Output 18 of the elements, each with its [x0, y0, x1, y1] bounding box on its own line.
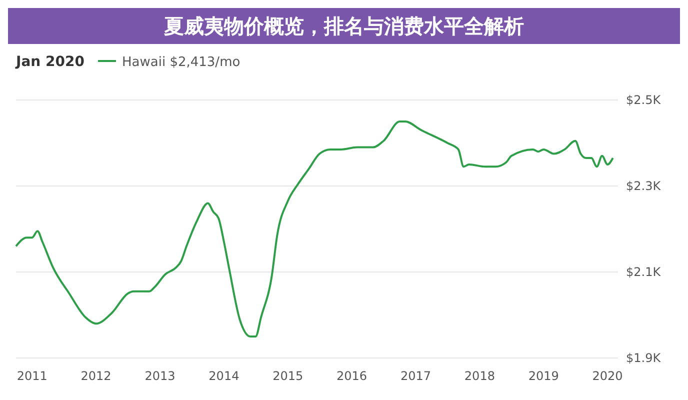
x-tick-label: 2018	[464, 369, 495, 383]
x-tick-label: 2015	[272, 369, 304, 383]
line-series	[15, 120, 614, 338]
x-tick-label: 2014	[208, 369, 240, 383]
x-tick-label: 2019	[528, 369, 559, 383]
x-tick-label: 2020	[592, 369, 623, 383]
x-tick-label: 2016	[336, 369, 368, 383]
x-tick-label: 2011	[16, 369, 48, 383]
x-tick-label: 2017	[400, 369, 432, 383]
y-tick-label: $2.3K	[626, 179, 662, 194]
y-tick-label: $1.9K	[626, 351, 662, 366]
y-tick-label: $2.1K	[626, 265, 662, 280]
x-tick-label: 2013	[144, 369, 176, 383]
chart-title: 夏威夷物价概览，排名与消费水平全解析	[163, 14, 524, 38]
legend-label: Hawaii $2,413/mo	[122, 55, 240, 70]
legend-title: Jan 2020	[15, 54, 85, 70]
y-tick-label: $2.5K	[626, 93, 662, 108]
x-tick-label: 2012	[80, 369, 112, 383]
